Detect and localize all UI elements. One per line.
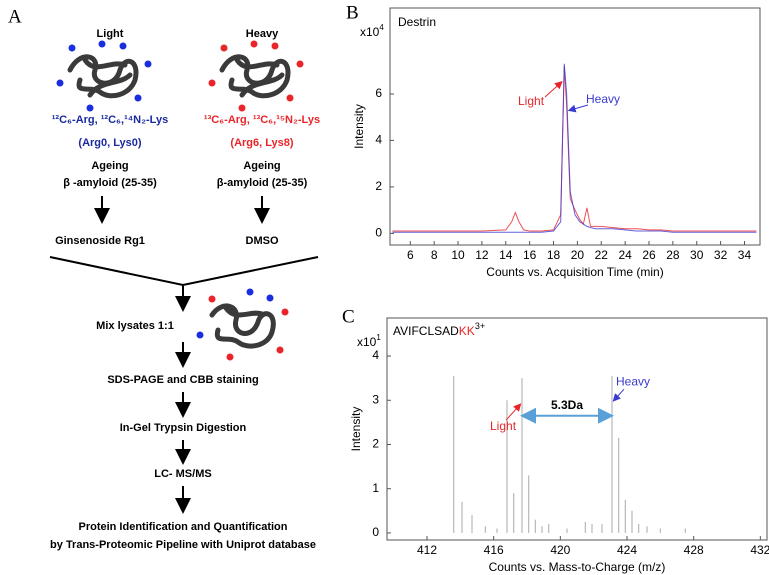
x-tick-label: 24 <box>618 248 632 262</box>
panel-label: C <box>342 306 355 327</box>
x-tick-label: 30 <box>690 248 704 262</box>
plot-frame <box>389 7 761 246</box>
title-sequence: AVIFCLSAD <box>393 324 459 338</box>
x-tick-label: 12 <box>475 248 489 262</box>
x-tick-label: 416 <box>484 543 504 557</box>
x-tick-label: 28 <box>666 248 680 262</box>
protein-heavy <box>219 54 291 99</box>
y-tick-label: 0 <box>372 525 379 539</box>
x-tick-label: 26 <box>642 248 656 262</box>
x-tick-label: 420 <box>550 543 570 557</box>
label-dots-mixed <box>196 288 289 361</box>
y-tick-label: 1 <box>372 481 379 495</box>
y-tick-label: 6 <box>375 86 382 100</box>
isotopes: ¹²C₆-Arg, ¹²C₆,¹⁴N₂-Lys <box>52 114 168 126</box>
treatment: Ginsenoside Rg1 <box>55 235 145 247</box>
x-tick-label: 18 <box>547 248 561 262</box>
x-tick-label: 428 <box>684 543 704 557</box>
protein-light <box>67 54 139 99</box>
x-tick-label: 14 <box>499 248 513 262</box>
annotation: Heavy <box>616 375 650 389</box>
panel-label: B <box>346 2 359 23</box>
y-tick-label: 3 <box>372 392 379 406</box>
arrows <box>94 196 270 514</box>
amyloid: β-amyloid (25-35) <box>217 177 308 189</box>
treatment: DMSO <box>246 235 279 247</box>
step: In-Gel Trypsin Digestion <box>120 422 247 434</box>
step: LC- MS/MS <box>154 468 211 480</box>
multiplier-exponent: 1 <box>376 333 381 342</box>
y-axis-label: Intensity <box>349 407 363 452</box>
step: SDS-PAGE and CBB staining <box>107 374 258 386</box>
multiplier-base: x10 <box>357 335 377 349</box>
series-line <box>392 63 757 233</box>
annotation-arrow <box>544 81 563 98</box>
labels: (Arg6, Lys8) <box>230 137 294 149</box>
label-dots-heavy <box>208 40 304 112</box>
title-charge: 3+ <box>475 321 485 331</box>
ageing: Ageing <box>91 160 128 172</box>
x-tick-label: 32 <box>714 248 728 262</box>
labels: (Arg0, Lys0) <box>78 137 142 149</box>
light-title: Light <box>97 28 124 40</box>
x-axis-label: Counts vs. Acquisition Time (min) <box>486 265 663 279</box>
protein-mixed <box>209 303 276 349</box>
annotation-arrow <box>505 403 522 421</box>
x-tick-label: 6 <box>407 248 414 262</box>
annotation: Light <box>518 94 545 108</box>
isotopes: ¹³C₆-Arg, ¹³C₆,¹⁵N₂-Lys <box>204 114 320 126</box>
y-tick-label: 4 <box>372 348 379 362</box>
y-axis-label: Intensity <box>352 104 366 149</box>
annotation: Heavy <box>586 92 620 106</box>
step: Mix lysates 1:1 <box>96 320 174 332</box>
chart-title: Destrin <box>398 15 436 29</box>
y-tick-label: 2 <box>375 179 382 193</box>
step: Protein Identification and Quantificatio… <box>78 521 287 533</box>
y-tick-label: 2 <box>372 437 379 451</box>
step: by Trans-Proteomic Pipeline with Uniprot… <box>50 539 316 551</box>
series-line <box>392 66 757 232</box>
plot-frame <box>386 317 768 541</box>
label-dots-light <box>56 40 152 112</box>
y-tick-label: 4 <box>375 133 382 147</box>
x-tick-label: 8 <box>431 248 438 262</box>
multiplier-base: x10 <box>360 25 380 39</box>
y-tick-label: 0 <box>375 226 382 240</box>
x-tick-label: 20 <box>571 248 585 262</box>
annotation: Light <box>490 419 517 433</box>
ageing: Ageing <box>243 160 280 172</box>
heavy-title: Heavy <box>246 28 279 40</box>
chart-title: AVIFCLSADKK3+ <box>393 321 485 338</box>
x-tick-label: 424 <box>617 543 637 557</box>
annotation-arrow <box>612 388 625 402</box>
x-axis-label: Counts vs. Mass-to-Charge (m/z) <box>489 560 666 574</box>
x-tick-label: 10 <box>451 248 465 262</box>
x-tick-label: 34 <box>738 248 752 262</box>
title-highlight: KK <box>459 324 475 338</box>
annotation: 5.3Da <box>551 398 583 412</box>
x-tick-label: 432 <box>750 543 769 557</box>
panel-label: A <box>8 6 22 27</box>
x-tick-label: 22 <box>595 248 609 262</box>
x-tick-label: 16 <box>523 248 537 262</box>
multiplier-exponent: 4 <box>379 23 384 32</box>
merge-lines <box>49 256 319 287</box>
x-tick-label: 412 <box>417 543 437 557</box>
annotation-arrow <box>567 104 589 113</box>
y-multiplier: x101 <box>357 333 381 349</box>
y-multiplier: x104 <box>360 23 384 39</box>
amyloid: β -amyloid (25-35) <box>63 177 157 189</box>
